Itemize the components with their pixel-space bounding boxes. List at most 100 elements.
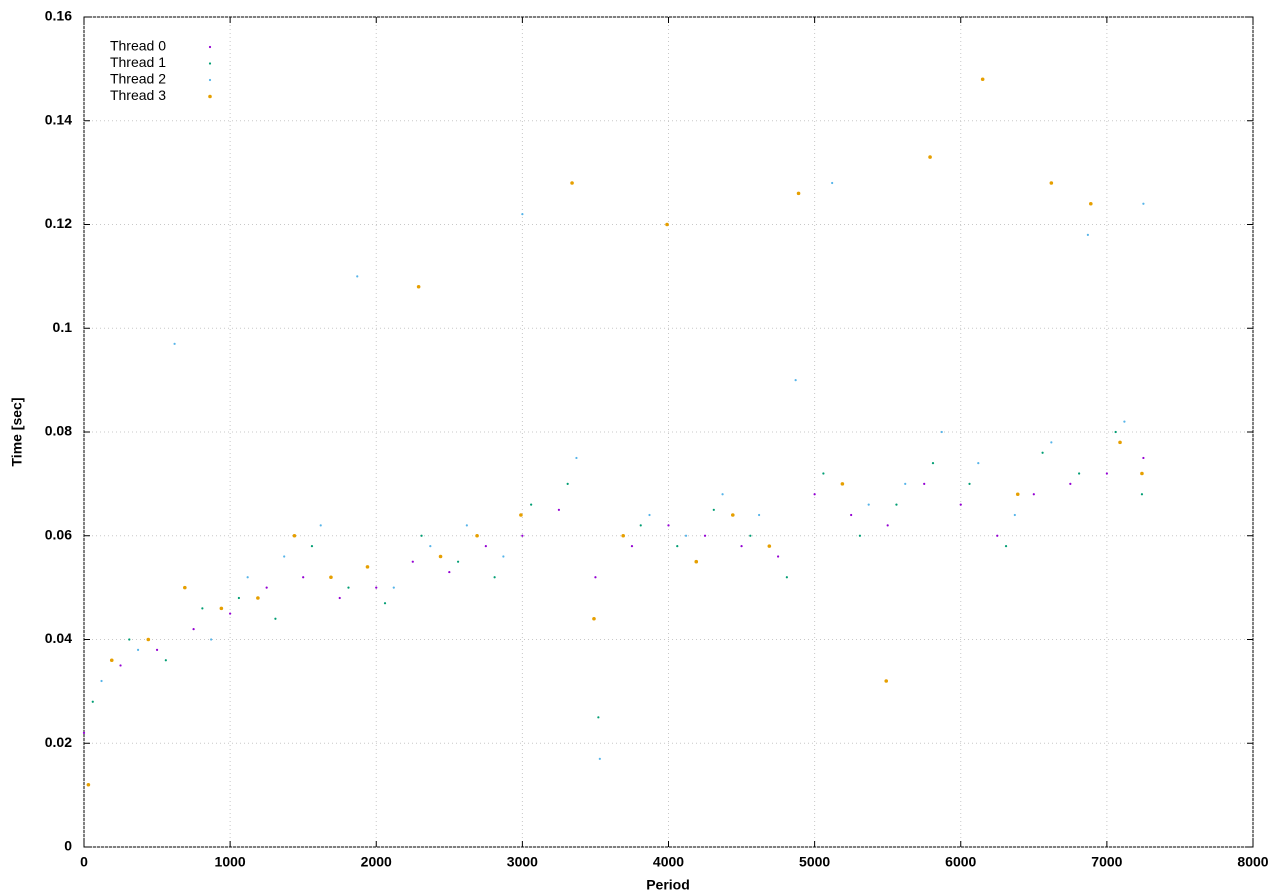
data-point bbox=[598, 757, 601, 760]
data-point bbox=[639, 524, 642, 527]
data-point bbox=[448, 570, 451, 574]
y-tick-label: 0.1 bbox=[53, 319, 73, 335]
y-tick-label: 0.12 bbox=[45, 215, 72, 231]
legend-marker bbox=[208, 45, 212, 49]
data-point bbox=[794, 379, 797, 382]
data-point bbox=[429, 545, 432, 548]
data-point bbox=[475, 533, 479, 538]
y-axis-label: Time [sec] bbox=[9, 398, 25, 467]
data-point bbox=[557, 508, 561, 511]
data-point bbox=[721, 493, 724, 496]
legend-marker bbox=[208, 78, 212, 82]
data-point bbox=[959, 503, 962, 506]
data-point bbox=[310, 545, 314, 548]
data-point bbox=[977, 462, 980, 465]
data-point bbox=[1086, 233, 1089, 236]
data-point bbox=[274, 617, 277, 620]
legend-label: Thread 3 bbox=[110, 87, 166, 103]
data-point bbox=[1118, 440, 1122, 445]
x-tick-label: 8000 bbox=[1237, 854, 1268, 870]
data-point bbox=[91, 700, 94, 703]
data-point bbox=[1114, 430, 1117, 434]
data-point bbox=[1049, 181, 1054, 185]
data-point bbox=[566, 482, 569, 485]
data-point bbox=[502, 555, 505, 558]
data-point bbox=[648, 513, 651, 517]
data-point bbox=[703, 534, 707, 537]
data-point bbox=[519, 513, 523, 517]
data-point bbox=[493, 576, 496, 579]
data-point bbox=[210, 638, 213, 641]
data-point bbox=[895, 503, 898, 506]
data-point bbox=[109, 658, 114, 663]
data-point bbox=[694, 559, 699, 564]
y-tick-label: 0.02 bbox=[45, 734, 72, 750]
data-point bbox=[676, 545, 679, 548]
data-point bbox=[256, 596, 260, 600]
x-tick-label: 2000 bbox=[361, 854, 392, 870]
data-point bbox=[740, 545, 743, 548]
data-point bbox=[338, 596, 341, 600]
data-point bbox=[1078, 472, 1081, 475]
data-point bbox=[867, 503, 870, 506]
data-point bbox=[796, 191, 801, 196]
y-tick-label: 0.16 bbox=[45, 8, 72, 24]
data-point bbox=[521, 534, 524, 537]
x-tick-label: 3000 bbox=[507, 854, 538, 870]
data-point bbox=[392, 586, 395, 589]
data-point bbox=[319, 524, 322, 527]
data-point bbox=[119, 664, 122, 667]
data-point bbox=[1142, 456, 1145, 460]
data-point bbox=[884, 679, 889, 683]
data-point bbox=[980, 77, 985, 82]
data-point bbox=[416, 284, 421, 289]
data-point bbox=[904, 482, 907, 485]
data-point bbox=[928, 155, 932, 159]
data-point bbox=[1089, 201, 1093, 206]
y-tick-label: 0.14 bbox=[45, 111, 72, 127]
data-point bbox=[594, 576, 597, 579]
data-point bbox=[886, 524, 889, 527]
data-point bbox=[822, 472, 825, 475]
data-point bbox=[265, 586, 268, 589]
y-tick-label: 0.06 bbox=[45, 526, 72, 542]
data-point bbox=[383, 602, 387, 605]
data-point bbox=[229, 612, 232, 615]
data-point bbox=[292, 533, 297, 538]
data-point bbox=[923, 482, 926, 485]
y-tick-label: 0.04 bbox=[45, 630, 72, 646]
y-tick-label: 0.08 bbox=[45, 423, 72, 439]
data-point bbox=[420, 534, 423, 537]
data-point bbox=[1004, 545, 1008, 548]
data-point bbox=[1041, 451, 1044, 454]
data-point bbox=[484, 545, 487, 548]
data-point bbox=[183, 585, 187, 590]
data-point bbox=[1069, 482, 1072, 485]
x-tick-label: 5000 bbox=[799, 854, 830, 870]
x-axis-label: Period bbox=[646, 877, 690, 893]
x-tick-label: 6000 bbox=[945, 854, 976, 870]
data-point bbox=[201, 607, 204, 610]
x-tick-label: 4000 bbox=[653, 854, 684, 870]
data-point bbox=[665, 222, 669, 227]
data-point bbox=[940, 430, 943, 434]
data-point bbox=[347, 586, 350, 589]
data-point bbox=[82, 731, 86, 734]
data-point bbox=[1105, 472, 1108, 475]
data-point bbox=[1013, 513, 1016, 517]
y-tick-label: 0 bbox=[64, 838, 72, 854]
data-point bbox=[283, 555, 286, 558]
data-point bbox=[785, 576, 788, 579]
data-point bbox=[570, 181, 574, 185]
data-point bbox=[1123, 420, 1126, 423]
data-point bbox=[530, 503, 533, 506]
x-tick-label: 1000 bbox=[215, 854, 246, 870]
data-point bbox=[1140, 471, 1144, 476]
legend-label: Thread 2 bbox=[110, 71, 166, 87]
data-point bbox=[375, 586, 378, 589]
data-point bbox=[456, 560, 460, 563]
data-point bbox=[597, 716, 600, 719]
data-point bbox=[730, 513, 735, 517]
data-point bbox=[1050, 441, 1053, 444]
legend-marker bbox=[208, 62, 212, 65]
